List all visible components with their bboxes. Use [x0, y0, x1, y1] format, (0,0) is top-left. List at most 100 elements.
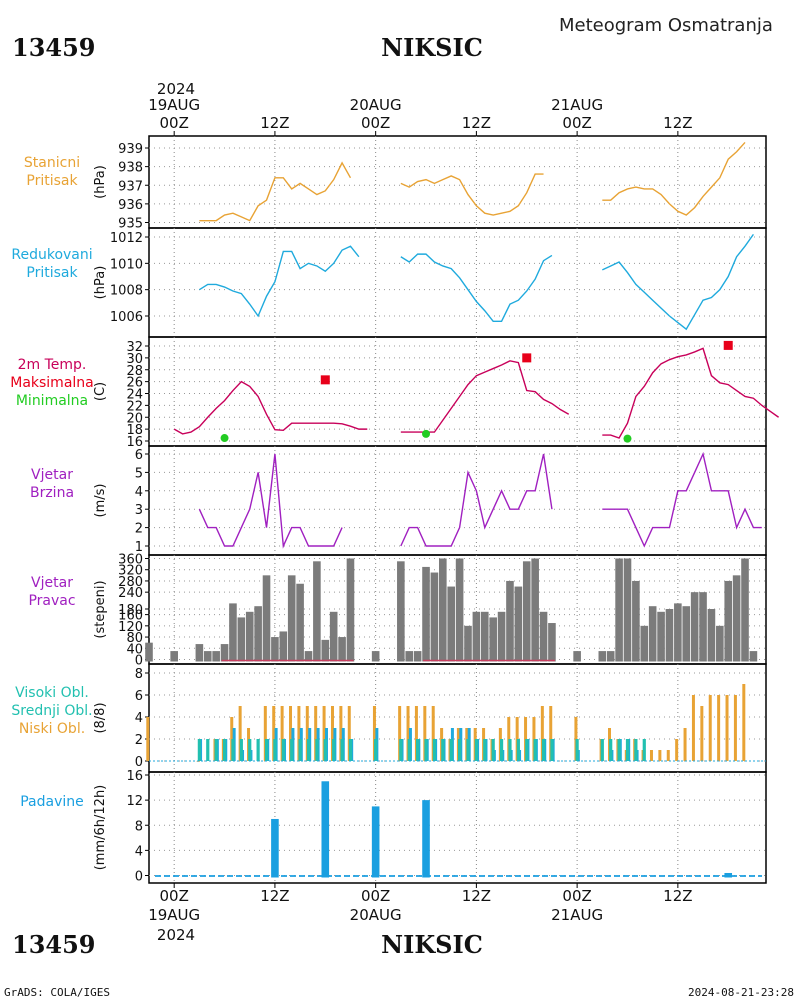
wind-direction-bar: [439, 558, 447, 662]
min-temp-marker: [422, 429, 431, 438]
station-id-top: 13459: [12, 33, 96, 62]
product-title: Meteogram Osmatranja: [559, 15, 773, 36]
wind-direction-bar: [338, 637, 346, 662]
cloud-bar-visoki: [499, 739, 504, 761]
y-tick-label-temperature: 20: [126, 411, 143, 426]
y-tick-label-temperature: 22: [126, 399, 143, 414]
cloud-bar-visoki: [399, 739, 403, 761]
x-date-label-bottom: 20AUG: [350, 906, 402, 924]
x-tick-label-top: 12Z: [260, 114, 289, 132]
reduced-pressure-line: [602, 233, 754, 331]
cloud-bar-visoki: [340, 739, 344, 761]
wind-direction-bar: [145, 642, 153, 662]
panel-title-pressure: Pritisak: [26, 173, 78, 189]
unit-label-precip: (mm/6h/12h): [93, 785, 108, 871]
y-tick-label-temperature: 30: [126, 352, 143, 367]
wind-direction-bar: [489, 617, 497, 662]
wind-direction-bar: [724, 580, 733, 662]
cloud-bar-niski: [683, 728, 687, 761]
panel-title-reduced: Pritisak: [26, 265, 78, 281]
cloud-bar-niski: [280, 706, 284, 761]
unit-label-pressure: (hPa): [93, 165, 108, 199]
pressure-line: [400, 173, 544, 216]
panel-title-precip: Padavine: [20, 794, 84, 810]
cloud-bar-visoki: [575, 739, 579, 761]
y-tick-label-wind_speed: 2: [135, 522, 143, 537]
cloud-bar-niski: [725, 695, 729, 761]
cloud-bar-visoki: [248, 739, 252, 761]
wind-direction-bar: [640, 625, 649, 662]
y-tick-label-wind_dir: 160: [118, 609, 143, 624]
y-tick-label-wind_dir: 40: [126, 642, 143, 657]
panel-title-clouds: Visoki Obl.: [15, 685, 89, 701]
wind-direction-bar: [657, 611, 665, 662]
wind-direction-bar: [690, 592, 699, 662]
cloud-bar-visoki: [239, 739, 243, 761]
unit-label-reduced: (hPa): [93, 266, 108, 300]
cloud-bar-visoki: [483, 739, 487, 761]
wind-direction-bar: [220, 644, 229, 662]
wind-direction-bar: [422, 566, 430, 662]
wind-direction-bar: [203, 651, 212, 662]
wind-direction-bar: [497, 611, 506, 662]
x-tick-label-top: 12Z: [462, 114, 491, 132]
panel-title-wind_dir: Pravac: [28, 593, 75, 609]
max-temp-marker: [320, 375, 330, 385]
x-date-label-bottom: 21AUG: [551, 906, 603, 924]
cloud-bar-niski: [330, 706, 334, 761]
y-tick-label-wind_dir: 360: [118, 553, 143, 568]
panel-frame-temperature: [148, 336, 767, 447]
y-tick-label-pressure: 938: [118, 161, 143, 176]
precipitation-bar: [271, 818, 279, 878]
cloud-bar-niski: [238, 706, 242, 761]
y-tick-label-reduced: 1012: [110, 231, 143, 246]
wind-direction-bar: [397, 561, 405, 662]
max-temp-marker: [522, 353, 532, 363]
min-temp-marker: [220, 434, 229, 443]
station-name-top: NIKSIC: [381, 33, 483, 62]
cloud-bar-visoki: [306, 739, 311, 761]
y-tick-label-reduced: 1006: [110, 310, 143, 325]
y-tick-label-wind_speed: 5: [135, 466, 143, 481]
wind-direction-bar: [455, 558, 464, 662]
cloud-bar-niski: [649, 750, 653, 761]
wind-speed-line: [400, 453, 553, 547]
cloud-bar-niski: [717, 695, 721, 761]
y-tick-label-wind_dir: 180: [118, 603, 143, 618]
cloud-bar-visoki: [256, 739, 260, 761]
cloud-bar-niski: [733, 695, 737, 761]
data-layer: [145, 141, 779, 878]
wind-direction-bar: [674, 603, 682, 662]
x-tick-label-bottom: 12Z: [260, 887, 289, 905]
y-tick-label-wind_dir: 80: [126, 631, 143, 646]
y-tick-label-precip: 0: [135, 870, 143, 885]
cloud-bar-visoki: [491, 739, 495, 761]
y-tick-label-temperature: 26: [126, 376, 143, 391]
y-tick-label-clouds: 8: [135, 667, 143, 682]
cloud-bar-visoki: [315, 739, 319, 761]
wind-direction-bar: [548, 623, 556, 662]
cloud-bar-visoki: [424, 739, 428, 761]
wind-direction-bar: [430, 572, 439, 662]
cloud-bar-visoki: [214, 739, 218, 761]
panel-frame-precip: [148, 771, 767, 884]
cloud-bar-niski: [423, 706, 427, 761]
wind-direction-bar: [632, 580, 640, 662]
cloud-bar-visoki: [625, 739, 630, 761]
y-tick-label-clouds: 0: [135, 755, 143, 770]
cloud-bar-niski: [347, 706, 351, 761]
wind-direction-bar: [254, 606, 262, 662]
wind-direction-bar: [329, 611, 338, 662]
y-tick-label-pressure: 936: [118, 198, 143, 213]
wind-direction-bar: [212, 651, 220, 662]
station-id-bottom: 13459: [12, 930, 96, 959]
panel-frame-reduced: [148, 227, 767, 338]
y-tick-label-pressure: 937: [118, 179, 143, 194]
panel-title-clouds: Niski Obl.: [19, 721, 85, 737]
cloud-bar-niski: [742, 684, 746, 761]
wind-direction-bar: [539, 611, 548, 662]
x-tick-label-bottom: 00Z: [159, 887, 188, 905]
y-tick-label-wind_dir: 0: [135, 654, 143, 669]
y-tick-label-wind_dir: 240: [118, 586, 143, 601]
cloud-bar-visoki: [466, 739, 470, 761]
